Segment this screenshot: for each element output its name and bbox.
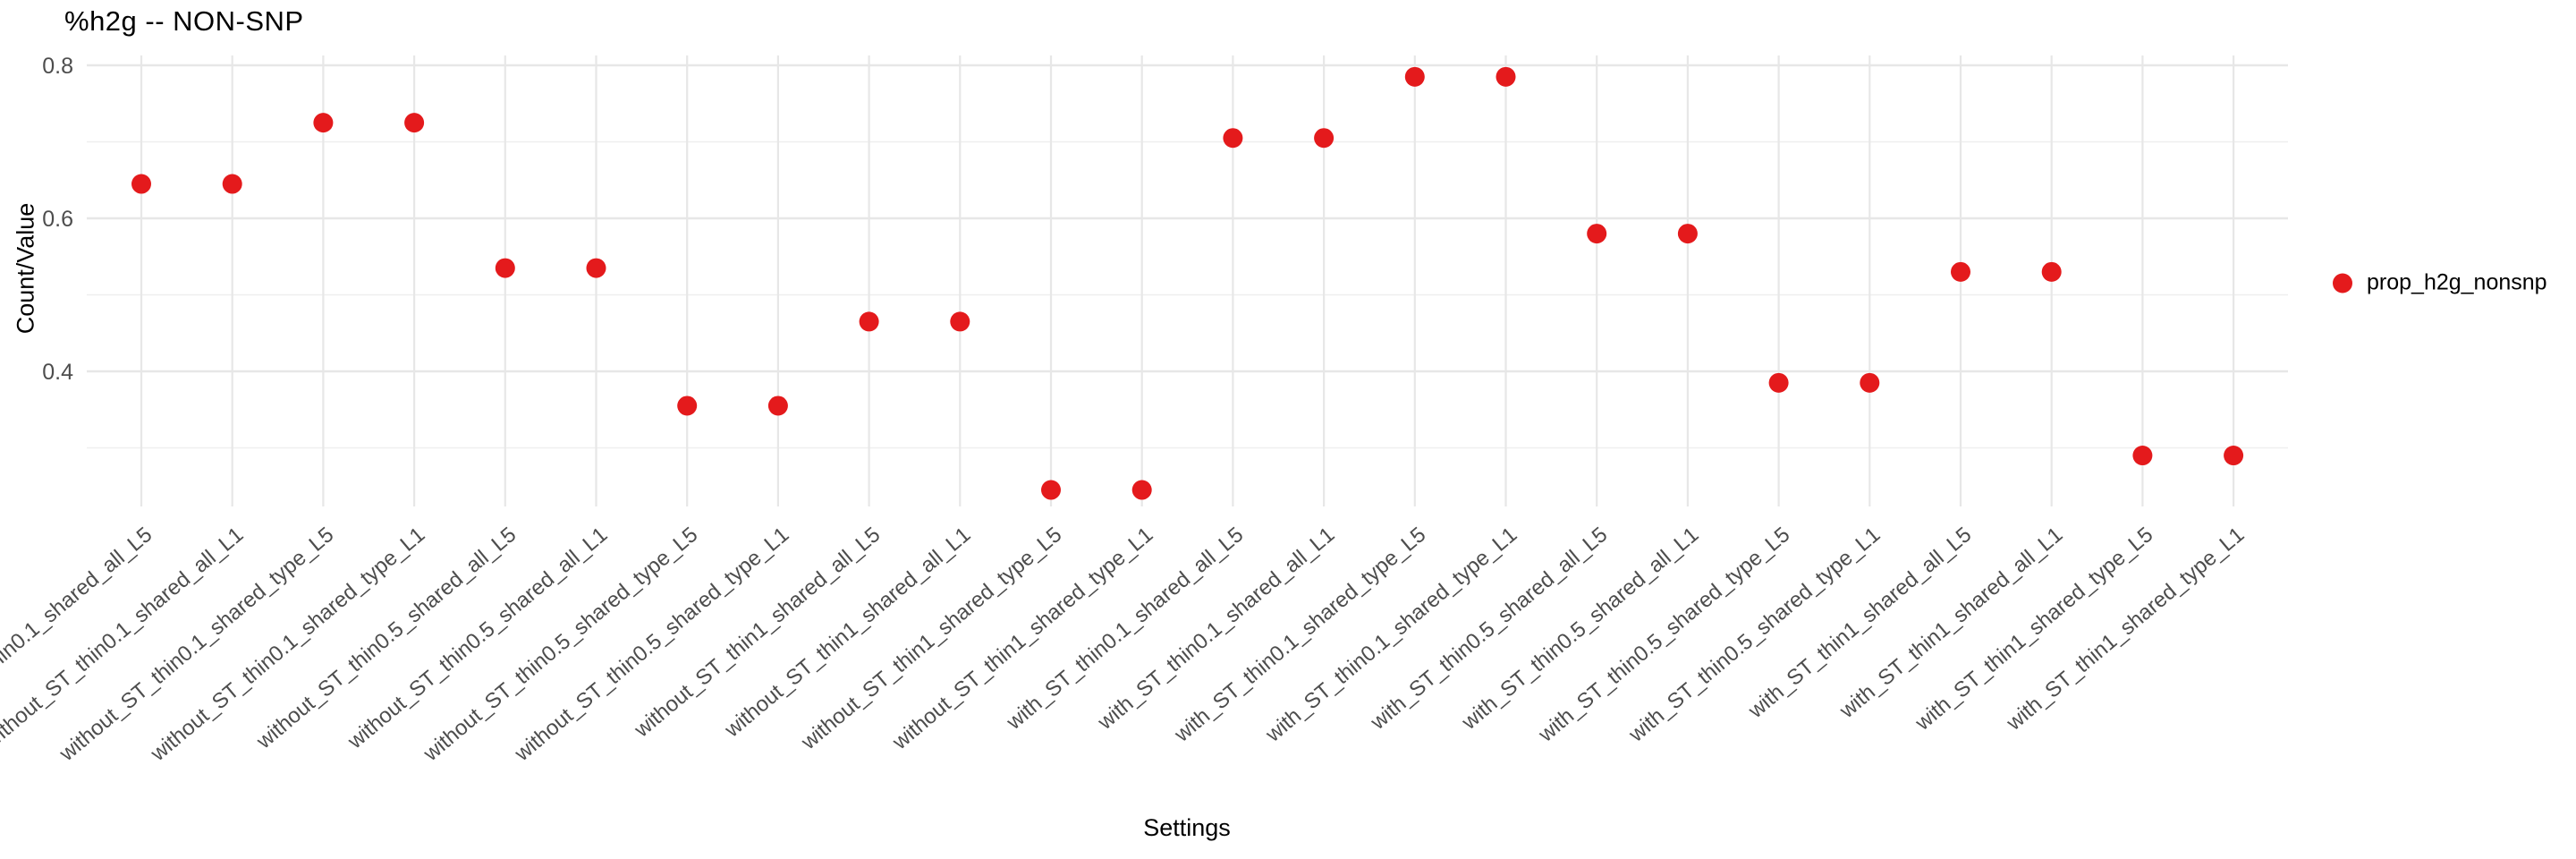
legend-point-marker — [2333, 273, 2352, 293]
data-point — [1677, 224, 1698, 244]
data-point — [1768, 372, 1789, 393]
legend: prop_h2g_nonsnp — [2333, 270, 2547, 296]
data-point — [131, 174, 151, 194]
data-point — [2224, 446, 2244, 466]
data-point — [586, 258, 606, 278]
y-tick-label: 0.8 — [42, 54, 73, 79]
chart-title: %h2g -- NON-SNP — [64, 5, 304, 37]
data-point — [859, 311, 879, 332]
data-point — [2132, 446, 2153, 466]
data-point — [767, 395, 788, 416]
y-tick-label: 0.4 — [42, 360, 73, 385]
data-point — [950, 311, 970, 332]
data-point — [1860, 372, 1880, 393]
data-point — [495, 258, 515, 278]
data-point — [222, 174, 242, 194]
data-point — [1587, 224, 1607, 244]
y-tick-label: 0.6 — [42, 207, 73, 232]
data-point — [1041, 480, 1061, 500]
data-point — [1223, 128, 1243, 149]
data-point — [404, 113, 425, 133]
data-point — [1404, 66, 1425, 87]
data-point — [313, 113, 334, 133]
data-point — [1131, 480, 1152, 500]
legend-label: prop_h2g_nonsnp — [2367, 269, 2547, 295]
data-point — [1496, 66, 1516, 87]
data-point — [1314, 128, 1335, 149]
data-point — [2041, 261, 2062, 282]
data-point — [677, 395, 698, 416]
data-point — [1951, 261, 1970, 282]
x-axis-title: Settings — [1143, 814, 1231, 841]
